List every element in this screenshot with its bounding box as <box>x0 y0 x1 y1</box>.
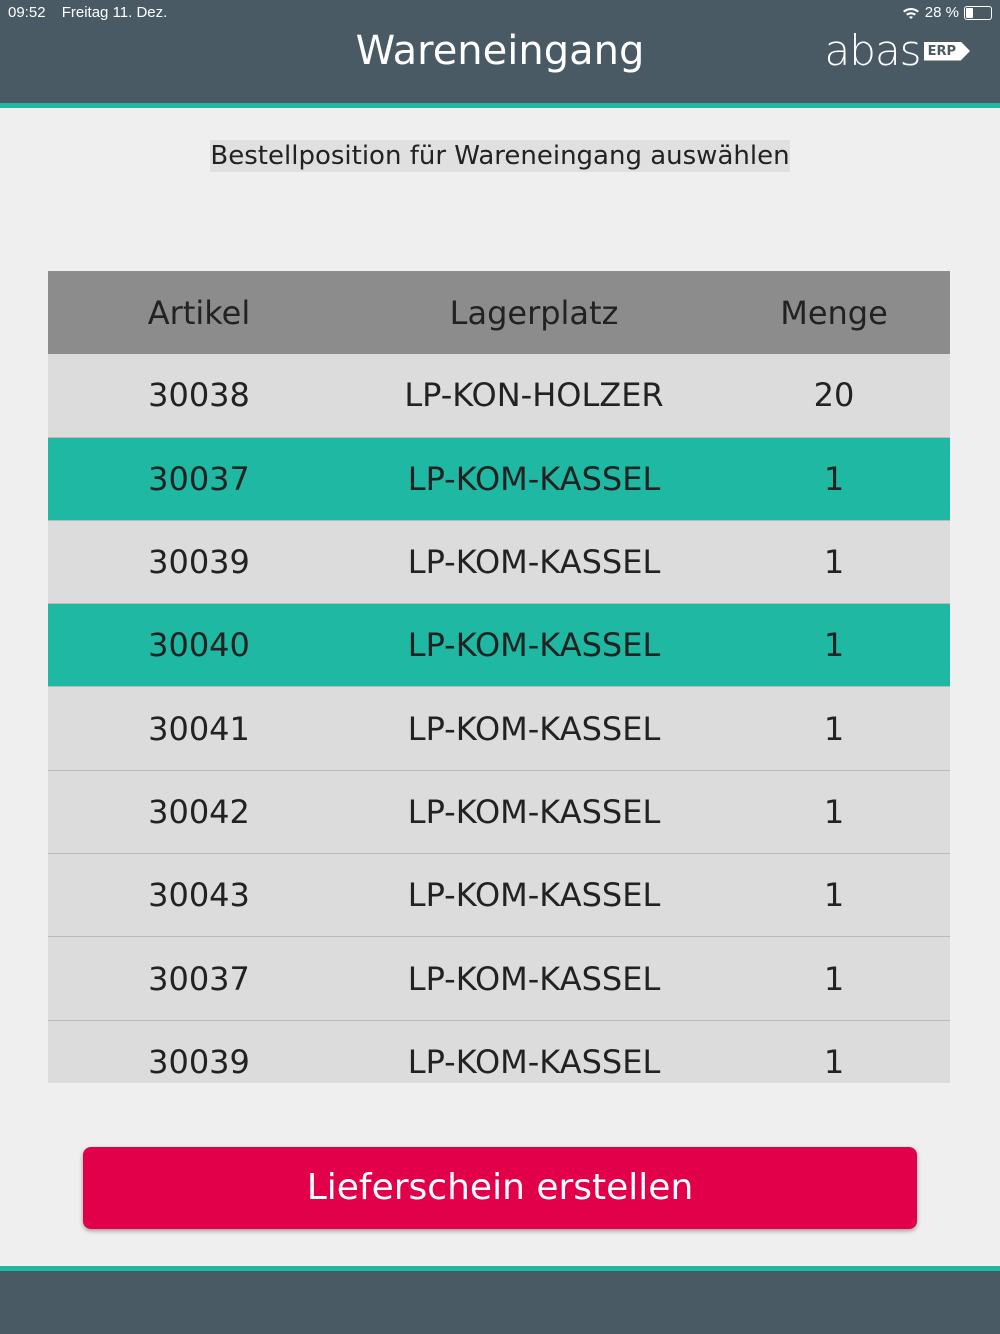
cell-menge: 1 <box>823 792 845 831</box>
table-row[interactable]: 30043 LP-KOM-KASSEL 1 <box>48 854 950 938</box>
cell-artikel: 30037 <box>148 459 250 498</box>
wifi-icon <box>902 7 919 19</box>
cell-artikel: 30040 <box>148 626 250 665</box>
cell-artikel: 30038 <box>148 376 250 415</box>
app-footer <box>0 1266 1000 1334</box>
cell-menge: 1 <box>823 459 845 498</box>
cell-menge: 20 <box>813 376 855 415</box>
cell-artikel: 30037 <box>148 959 250 998</box>
table-row[interactable]: 30037 LP-KOM-KASSEL 1 <box>48 937 950 1021</box>
battery-icon <box>964 5 992 20</box>
cell-lagerplatz: LP-KOM-KASSEL <box>407 459 661 498</box>
status-date: Freitag 11. Dez. <box>61 4 168 21</box>
page-title: Wareneingang <box>355 28 645 74</box>
table-header: Artikel Lagerplatz Menge <box>48 271 950 355</box>
cell-artikel: 30043 <box>148 876 250 915</box>
battery-percent: 28 % <box>924 4 959 21</box>
cell-artikel: 30039 <box>148 543 250 582</box>
logo-badge: ERP <box>923 41 970 61</box>
column-header-menge: Menge <box>780 293 888 332</box>
status-time: 09:52 <box>8 4 46 21</box>
status-bar-left: 09:52 Freitag 11. Dez. <box>8 4 179 21</box>
cell-artikel: 30041 <box>148 709 250 748</box>
table-row[interactable]: 30040 LP-KOM-KASSEL 1 <box>48 604 950 688</box>
abas-erp-logo: abas ERP <box>825 30 970 72</box>
table-row[interactable]: 30041 LP-KOM-KASSEL 1 <box>48 687 950 771</box>
instruction-text: Bestellposition für Wareneingang auswähl… <box>210 140 790 172</box>
column-header-artikel: Artikel <box>147 293 251 332</box>
cell-lagerplatz: LP-KOM-KASSEL <box>407 792 661 831</box>
cell-lagerplatz: LP-KOM-KASSEL <box>407 876 661 915</box>
cell-menge: 1 <box>823 543 845 582</box>
table-row[interactable]: 30037 LP-KOM-KASSEL 1 <box>48 437 950 521</box>
cell-menge: 1 <box>823 709 845 748</box>
cell-menge: 1 <box>823 959 845 998</box>
cell-lagerplatz: LP-KON-HOLZER <box>404 376 664 415</box>
cell-menge: 1 <box>823 1042 845 1081</box>
table-row[interactable]: 30039 LP-KOM-KASSEL 1 <box>48 520 950 605</box>
table-row[interactable]: 30038 LP-KON-HOLZER 20 <box>48 354 950 438</box>
cell-lagerplatz: LP-KOM-KASSEL <box>407 959 661 998</box>
create-delivery-note-button[interactable]: Lieferschein erstellen <box>83 1147 917 1229</box>
table-row[interactable]: 30039 LP-KOM-KASSEL 1 <box>48 1020 950 1083</box>
app-header: 09:52 Freitag 11. Dez. 28 % Wareneingang… <box>0 0 1000 108</box>
cell-artikel: 30039 <box>148 1042 250 1081</box>
cell-menge: 1 <box>823 626 845 665</box>
cell-artikel: 30042 <box>148 792 250 831</box>
cell-lagerplatz: LP-KOM-KASSEL <box>407 1042 661 1081</box>
cell-lagerplatz: LP-KOM-KASSEL <box>407 543 661 582</box>
logo-text: abas <box>824 26 922 75</box>
cell-menge: 1 <box>823 876 845 915</box>
cell-lagerplatz: LP-KOM-KASSEL <box>407 626 661 665</box>
table-row[interactable]: 30042 LP-KOM-KASSEL 1 <box>48 770 950 855</box>
status-bar-right: 28 % <box>902 4 992 21</box>
column-header-lagerplatz: Lagerplatz <box>449 293 619 332</box>
cell-lagerplatz: LP-KOM-KASSEL <box>407 709 661 748</box>
order-positions-table: Artikel Lagerplatz Menge 30038 LP-KON-HOL… <box>48 271 950 1083</box>
